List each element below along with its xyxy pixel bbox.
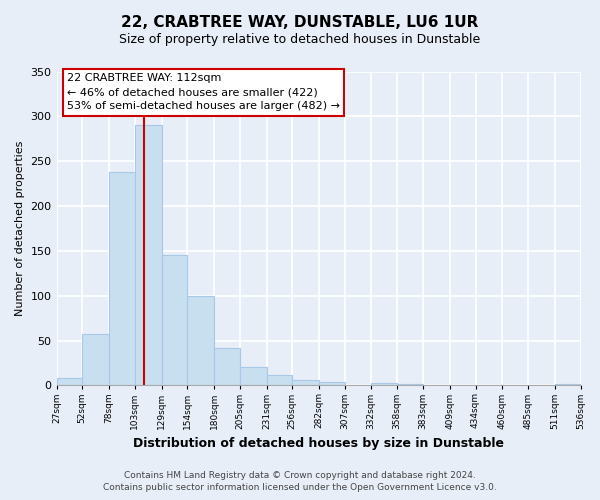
Bar [187,296,214,386]
Bar [135,126,161,386]
Text: Size of property relative to detached houses in Dunstable: Size of property relative to detached ho… [119,32,481,46]
Bar [397,384,423,386]
Bar [56,378,82,386]
Bar [555,384,581,386]
Bar [319,382,345,386]
Bar [266,374,292,386]
Y-axis label: Number of detached properties: Number of detached properties [15,140,25,316]
X-axis label: Distribution of detached houses by size in Dunstable: Distribution of detached houses by size … [133,437,504,450]
Bar [109,172,135,386]
Text: 22 CRABTREE WAY: 112sqm
← 46% of detached houses are smaller (422)
53% of semi-d: 22 CRABTREE WAY: 112sqm ← 46% of detache… [67,73,340,111]
Bar [292,380,319,386]
Text: 22, CRABTREE WAY, DUNSTABLE, LU6 1UR: 22, CRABTREE WAY, DUNSTABLE, LU6 1UR [121,15,479,30]
Bar [161,256,187,386]
Bar [240,366,266,386]
Bar [214,348,240,386]
Bar [371,382,397,386]
Text: Contains HM Land Registry data © Crown copyright and database right 2024.
Contai: Contains HM Land Registry data © Crown c… [103,471,497,492]
Bar [82,334,109,386]
